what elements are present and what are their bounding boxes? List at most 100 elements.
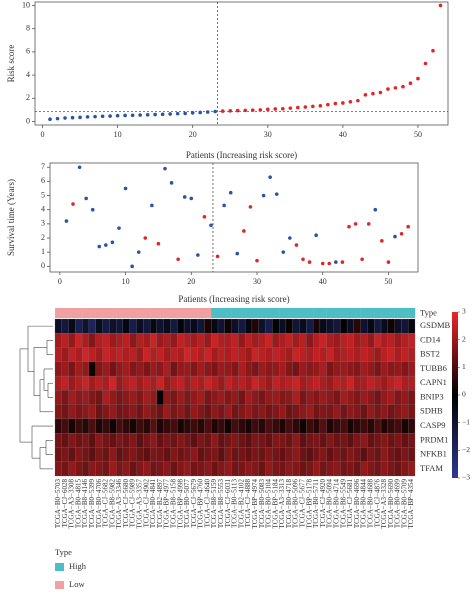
heat-cell [251,418,259,434]
heat-cell [299,404,307,420]
heat-cell [75,418,83,434]
heat-cell [333,347,341,362]
heat-cell [122,375,130,391]
heat-cell [177,447,185,462]
point [182,195,187,199]
point [222,203,226,208]
heat-cell [374,461,382,477]
x-tick-label: 10 [114,130,122,139]
type-cell [272,308,280,318]
heat-cell [326,361,334,377]
colorbar-label: −2 [462,445,470,454]
heat-cell [224,390,232,405]
point [366,222,371,226]
row-label: SDHB [420,406,443,416]
heat-cell [238,461,246,477]
point [393,234,397,239]
colorbar-label: 1 [462,362,466,371]
heat-cell [312,404,321,420]
heat-cell [312,418,321,434]
heat-cell [231,461,239,477]
point [243,108,248,113]
heat-cell [319,333,327,348]
heat-cell [163,361,171,377]
heat-cell [408,361,416,377]
type-cell [367,308,375,318]
point [380,239,384,243]
heat-cell [224,333,232,348]
heat-cell [258,418,266,434]
point [408,81,413,86]
y-tick-label: 8 [26,24,30,33]
point [373,207,378,212]
point [169,181,174,185]
heat-cell [204,433,212,448]
heat-cell [292,418,300,434]
column-label: TCGA−B0−5096 [292,479,300,529]
y-tick-label: 0 [41,261,45,270]
heat-cell [360,361,368,377]
heat-cell [251,318,259,334]
heat-cell [129,390,137,405]
heat-cell [177,347,185,362]
heat-cell [95,433,103,448]
heat-cell [204,390,212,405]
heat-cell [143,433,151,448]
type-cell [190,308,198,318]
heat-cell [258,333,266,348]
column-label: TCGA−BP−5178 [305,479,313,529]
type-cell [68,308,76,318]
heat-cell [170,404,178,420]
heat-cell [340,333,348,348]
column-label: TCGA−B0−5399 [88,479,96,529]
heat-cell [149,361,158,377]
heat-cell [116,318,124,334]
point [209,223,213,228]
heat-cell [245,390,253,405]
point [320,261,325,266]
heat-cell [54,361,62,377]
heat-cell [197,318,205,334]
colorbar-label: 3 [462,307,466,316]
heat-cell [326,404,334,420]
point [117,226,121,230]
heat-cell [312,361,321,377]
x-tick-label: 10 [122,277,130,286]
heat-cell [272,404,280,420]
heat-cell [408,347,416,362]
heat-cell [88,361,96,377]
heat-cell [102,404,110,420]
point [288,236,292,240]
column-label: TCGA−BP−4974 [251,479,259,529]
column-label: TCGA−B8−5159 [210,479,218,529]
heat-cell [360,461,368,477]
heat-cell [238,361,246,377]
heat-cell [292,390,300,405]
heat-cell [197,433,205,448]
heat-cell [183,404,191,420]
heat-cell [285,390,293,405]
heat-cell [211,461,219,477]
heat-cell [170,361,178,377]
heat-cell [380,404,388,420]
heat-cell [353,404,361,420]
heat-cell [129,461,137,477]
heat-cell [224,318,232,334]
heat-cell [346,461,354,477]
heat-cell [306,318,314,334]
heat-cell [319,461,327,477]
point [175,111,180,116]
type-cell [299,308,307,318]
heat-cell [346,347,354,362]
y-axis-label: Survival time (Years) [6,179,16,256]
column-label: TCGA−CJ−5677 [299,479,307,528]
heat-cell [211,447,219,462]
point [431,48,435,53]
heat-cell [265,390,273,405]
y-tick-label: 3 [41,219,45,228]
heat-cell [129,433,137,448]
heat-cell [319,347,327,362]
heat-cell [109,418,117,434]
type-cell [245,308,253,318]
heat-cell [109,390,117,405]
